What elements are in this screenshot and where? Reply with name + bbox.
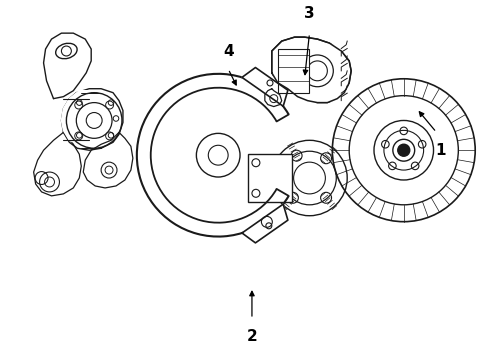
Polygon shape xyxy=(272,37,351,103)
Text: 1: 1 xyxy=(435,143,446,158)
Bar xyxy=(278,49,310,93)
Polygon shape xyxy=(242,68,288,106)
Polygon shape xyxy=(274,41,347,103)
Bar xyxy=(248,154,292,202)
Polygon shape xyxy=(34,132,81,196)
Polygon shape xyxy=(83,132,133,188)
Text: 3: 3 xyxy=(304,6,315,21)
Polygon shape xyxy=(242,204,288,243)
Polygon shape xyxy=(265,89,282,107)
Circle shape xyxy=(398,144,410,156)
Text: 2: 2 xyxy=(246,329,257,344)
Polygon shape xyxy=(61,89,123,150)
Polygon shape xyxy=(44,33,91,99)
Ellipse shape xyxy=(56,43,77,59)
Polygon shape xyxy=(61,91,89,146)
Text: 4: 4 xyxy=(223,44,233,59)
